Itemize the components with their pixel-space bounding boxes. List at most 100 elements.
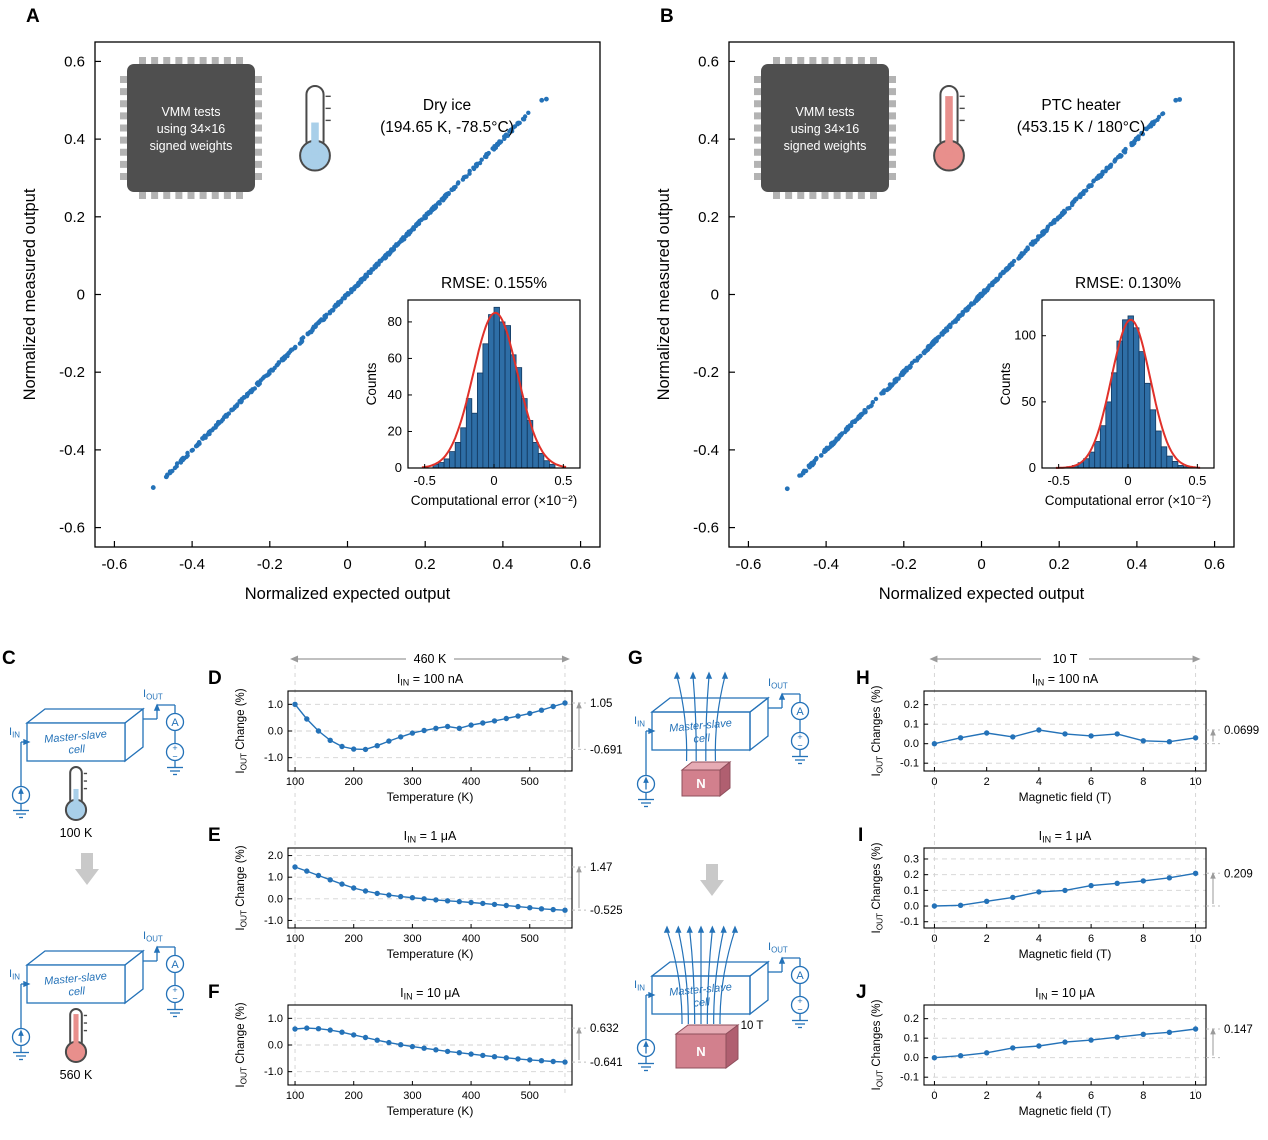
gaussian-fit-curve bbox=[421, 311, 567, 469]
i-out-label: IOUT bbox=[768, 941, 788, 955]
i-out-label: IOUT bbox=[143, 688, 163, 702]
field-line bbox=[713, 929, 725, 1025]
x-tick-label: 0 bbox=[931, 933, 937, 945]
data-points bbox=[292, 700, 568, 753]
x-tick-label: 10 bbox=[1189, 933, 1201, 945]
y-tick-label: 0.6 bbox=[64, 53, 85, 70]
panels-hij-charts: 10 T IIN = 100 nA 0 2 4 6 8 10 -0.1 0.0 0.1 0.2 Magn… bbox=[871, 651, 1259, 1118]
panel-b-scatter-plot: -0.6 -0.4 -0.2 0 0.2 0.4 0.6 -0.6 -0.4 -0.2 0 0.2 0.… bbox=[655, 41, 1235, 603]
minus-label: − bbox=[172, 752, 177, 762]
y-axis-label: Normalized measured output bbox=[655, 188, 673, 400]
i-in-label: IIN bbox=[634, 715, 645, 729]
panels-def-charts: 460 K IIN = 100 nA 100 200 300 400 500 -1.0 0.0 1… bbox=[235, 651, 622, 1118]
condition-line2: (453.15 K / 180°C) bbox=[1017, 119, 1146, 136]
chip-icon: VMM tests using 34×16 signed weights bbox=[120, 57, 262, 199]
hist-x-tick: -0.5 bbox=[413, 473, 435, 488]
chip-text-line: signed weights bbox=[784, 139, 867, 153]
y-axis-label: IOUT Changes (%) bbox=[871, 685, 885, 776]
magnet-body bbox=[675, 1033, 727, 1069]
x-tick-label: -0.6 bbox=[101, 556, 127, 573]
svg-text:cell: cell bbox=[68, 743, 86, 756]
cell-box bbox=[26, 964, 126, 1004]
chart-title: IIN = 100 nA bbox=[397, 672, 464, 688]
plus-label: + bbox=[797, 996, 802, 1006]
y-tick-label: 0.2 bbox=[904, 1013, 919, 1025]
hist-y-tick: 80 bbox=[388, 314, 402, 329]
thermometer-icon bbox=[299, 85, 331, 172]
annotation-value: 0.147 bbox=[1224, 1024, 1253, 1036]
hist-y-tick: 40 bbox=[388, 387, 402, 402]
chip-icon: VMM tests using 34×16 signed weights bbox=[754, 57, 896, 199]
annotation-value: 0.632 bbox=[590, 1023, 619, 1035]
panel-label-g: G bbox=[628, 648, 643, 669]
panel-label-h: H bbox=[856, 668, 870, 689]
panel-label-d: D bbox=[208, 668, 222, 689]
y-tick-label: -0.2 bbox=[693, 364, 719, 381]
x-tick-label: 500 bbox=[521, 933, 539, 945]
x-tick-label: 0.2 bbox=[1049, 556, 1070, 573]
x-tick-label: 200 bbox=[345, 1090, 363, 1102]
ammeter-label: A bbox=[796, 970, 804, 982]
gaussian-fit-curve bbox=[1055, 318, 1201, 469]
hist-x-tick: -0.5 bbox=[1047, 473, 1069, 488]
data-points bbox=[931, 727, 1199, 747]
x-tick-label: 4 bbox=[1036, 776, 1042, 788]
field-line bbox=[666, 929, 683, 1025]
plot-border bbox=[287, 690, 573, 772]
minus-label: − bbox=[172, 994, 177, 1004]
rmse-label: RMSE: 0.130% bbox=[1075, 275, 1181, 292]
y-tick-label: -0.1 bbox=[900, 916, 919, 928]
x-tick-label: 2 bbox=[984, 933, 990, 945]
annotation-value: 1.05 bbox=[590, 698, 612, 710]
field-line bbox=[714, 675, 726, 762]
i-out-label: IOUT bbox=[143, 930, 163, 944]
x-tick-label: 0.4 bbox=[1126, 556, 1147, 573]
y-tick-label: 0.3 bbox=[904, 853, 919, 865]
x-tick-label: 0.6 bbox=[570, 556, 591, 573]
x-tick-label: 8 bbox=[1140, 1090, 1146, 1102]
x-tick-label: 8 bbox=[1140, 933, 1146, 945]
y-tick-label: -1.0 bbox=[264, 915, 283, 927]
chip-text-line: VMM tests bbox=[161, 105, 220, 119]
hist-x-tick: 0.5 bbox=[554, 473, 572, 488]
y-tick-label: -0.1 bbox=[900, 1072, 919, 1084]
hist-y-tick: 0 bbox=[395, 460, 402, 475]
rmse-label: RMSE: 0.155% bbox=[441, 275, 547, 292]
y-axis-label: Normalized measured output bbox=[21, 188, 39, 400]
svg-text:Master-slave: Master-slave bbox=[44, 970, 108, 987]
data-points bbox=[931, 870, 1199, 909]
i-in-label: IIN bbox=[9, 726, 20, 740]
x-tick-label: 6 bbox=[1088, 1090, 1094, 1102]
magnet-body bbox=[681, 769, 721, 797]
x-axis-label: Temperature (K) bbox=[387, 790, 474, 804]
x-axis-label: Normalized expected output bbox=[245, 585, 451, 603]
condition-line2: (194.65 K, -78.5°C) bbox=[380, 119, 514, 136]
x-tick-label: -0.2 bbox=[891, 556, 917, 573]
plus-label: + bbox=[172, 985, 177, 995]
annotation-value: -0.525 bbox=[590, 905, 622, 917]
x-tick-label: 0 bbox=[931, 776, 937, 788]
hist-y-tick: 100 bbox=[1014, 328, 1036, 343]
hist-y-tick: 60 bbox=[388, 350, 402, 365]
plot-border bbox=[923, 847, 1207, 929]
x-tick-label: 200 bbox=[345, 933, 363, 945]
annotation-value: -0.641 bbox=[590, 1057, 622, 1069]
y-tick-label: 1.0 bbox=[268, 872, 283, 884]
data-points bbox=[292, 1025, 568, 1065]
hist-y-tick: 0 bbox=[1029, 460, 1036, 475]
x-tick-label: 4 bbox=[1036, 933, 1042, 945]
x-tick-label: 100 bbox=[286, 776, 304, 788]
plot-border bbox=[923, 690, 1207, 772]
svg-text:Master-slave: Master-slave bbox=[669, 981, 733, 998]
y-tick-label: -0.6 bbox=[693, 520, 719, 537]
temperature-label: 100 K bbox=[60, 826, 93, 840]
y-axis-label: IOUT Change (%) bbox=[235, 1002, 249, 1087]
y-axis-label: IOUT Changes (%) bbox=[871, 999, 885, 1090]
x-tick-label: 100 bbox=[286, 933, 304, 945]
data-line bbox=[294, 702, 566, 751]
scatter-points bbox=[150, 96, 549, 490]
